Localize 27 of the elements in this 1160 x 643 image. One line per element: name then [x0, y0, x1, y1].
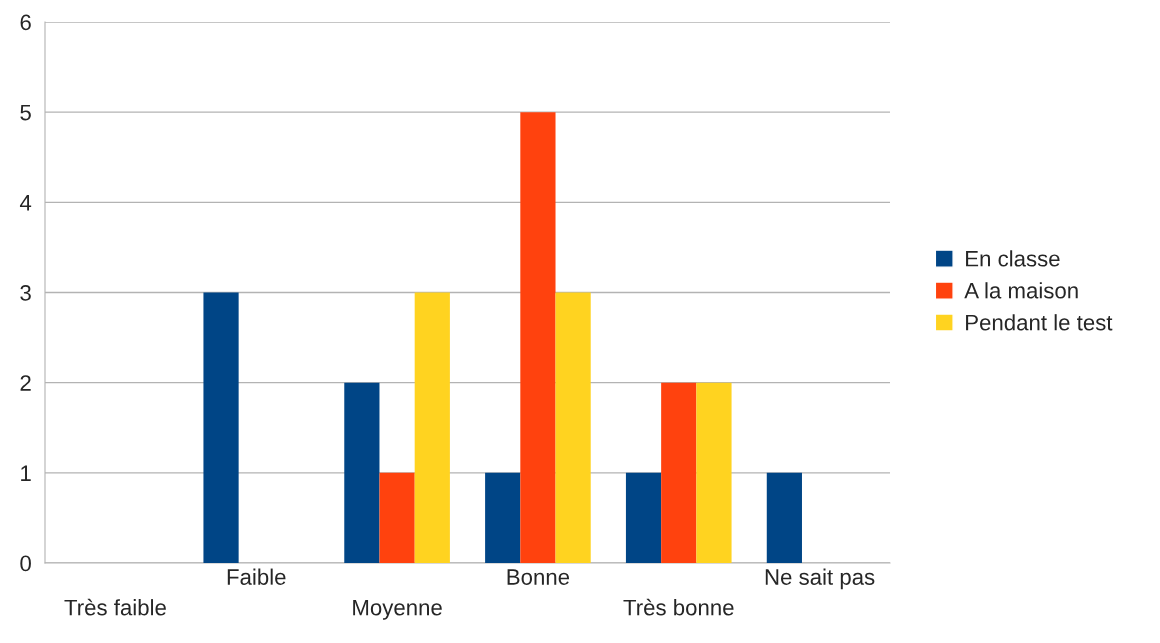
legend-label: Pendant le test: [966, 314, 1113, 331]
x-tick-label: Très faible: [64, 598, 166, 616]
bar: [414, 292, 450, 563]
legend-label: A la maison: [964, 282, 1078, 299]
bar: [485, 472, 521, 563]
y-tick-label: 5: [20, 104, 31, 121]
bar: [344, 382, 380, 563]
bar: [766, 472, 802, 563]
bar: [555, 292, 591, 563]
bar: [661, 382, 697, 563]
bar: [696, 382, 732, 563]
bar: [520, 112, 556, 563]
x-tick-label: Faible: [227, 568, 286, 585]
x-tick-label: Ne sait pas: [765, 568, 875, 590]
x-tick-label: Moyenne: [353, 599, 442, 620]
x-tick-label: Bonne: [507, 569, 570, 585]
bar: [379, 472, 415, 563]
y-tick-label: 1: [21, 465, 31, 481]
y-tick-label: 2: [20, 375, 31, 391]
y-tick-label: 4: [19, 195, 32, 211]
legend-label: En classe: [966, 250, 1060, 267]
bar: [625, 472, 662, 563]
x-tick-label: Très bonne: [623, 598, 734, 616]
y-tick-label: 3: [20, 285, 31, 301]
y-tick-label: 0: [20, 555, 31, 572]
bar: [203, 292, 239, 563]
y-tick-label: 6: [20, 14, 31, 31]
